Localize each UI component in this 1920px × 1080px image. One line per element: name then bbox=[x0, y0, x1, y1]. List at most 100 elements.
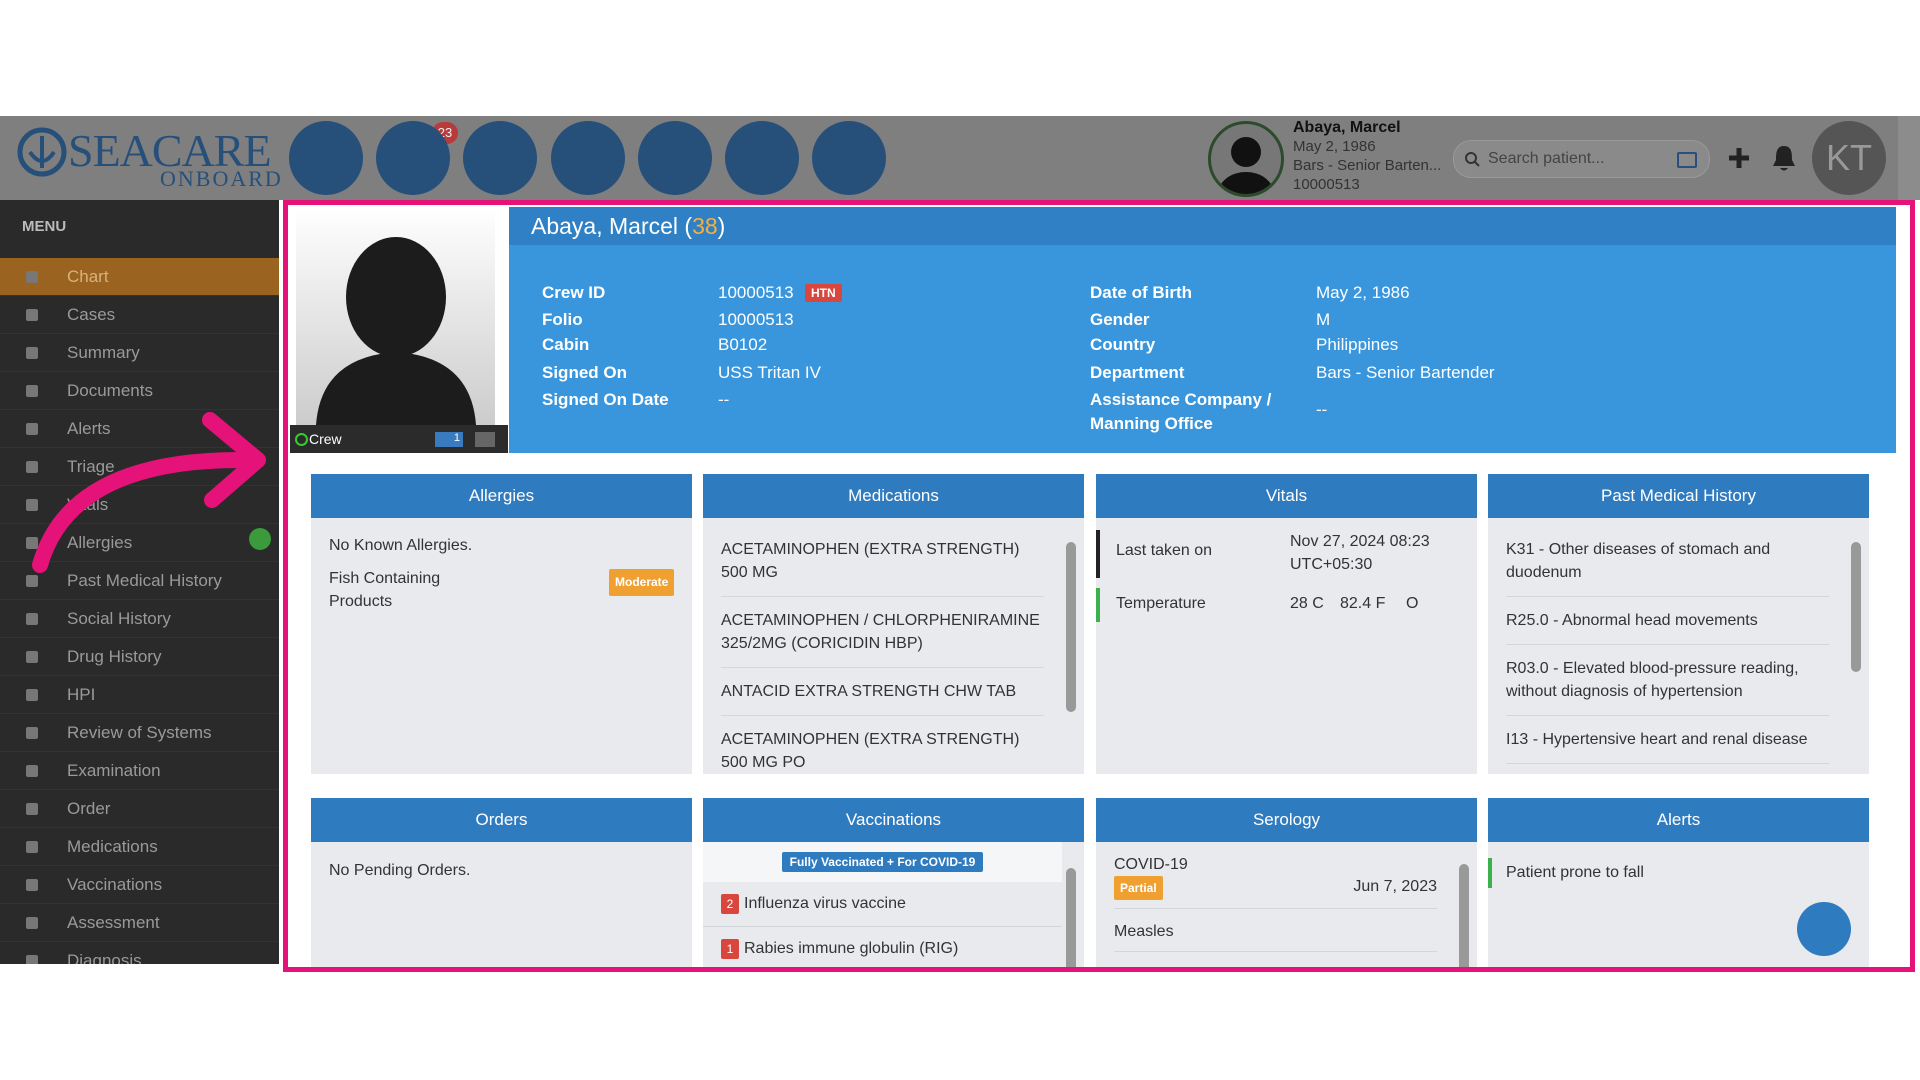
field-value: Philippines bbox=[1316, 335, 1399, 354]
menu-item[interactable]: Diagnosis bbox=[0, 942, 279, 964]
menu-item[interactable]: Review of Systems bbox=[0, 714, 279, 752]
menu-item[interactable]: Order bbox=[0, 790, 279, 828]
patient-photo bbox=[296, 207, 495, 425]
vital-row: Temperature 28 C 82.4 F O bbox=[1096, 588, 1459, 622]
field-value: -- bbox=[718, 390, 730, 409]
menu-label: Social History bbox=[67, 609, 171, 628]
search-icon bbox=[1465, 152, 1480, 167]
nav-icon[interactable] bbox=[376, 121, 450, 195]
note: No Pending Orders. bbox=[329, 862, 471, 879]
nav-icon[interactable] bbox=[812, 121, 886, 195]
medication: ACETAMINOPHEN (EXTRA STRENGTH) 500 MG bbox=[721, 526, 1044, 597]
menu-item[interactable]: Alerts bbox=[0, 410, 279, 448]
field-label: Folio bbox=[542, 310, 583, 329]
pointer-arrow bbox=[32, 412, 266, 573]
medication: ANTACID EXTRA STRENGTH CHW TAB bbox=[721, 668, 1044, 716]
photo-badge[interactable]: 1 bbox=[435, 432, 463, 447]
photo-silhouette bbox=[316, 237, 476, 425]
field-value: M bbox=[1316, 310, 1331, 329]
allergy-name: Fish Containing Products bbox=[329, 570, 441, 610]
nav-icon[interactable] bbox=[638, 121, 712, 195]
menu-label: HPI bbox=[67, 685, 96, 704]
menu-item[interactable]: Triage bbox=[0, 448, 279, 486]
card-body: COVID-19 Partial Jun 7, 2023 Measles bbox=[1096, 842, 1477, 967]
field-label: Signed On bbox=[542, 363, 627, 382]
menu-icon bbox=[26, 613, 38, 625]
add-alert[interactable] bbox=[1797, 902, 1851, 956]
serology-date: Jun 7, 2023 bbox=[1353, 878, 1437, 895]
patient-id: 10000513 bbox=[1293, 176, 1360, 193]
menu-icon bbox=[26, 955, 38, 964]
menu-label: Vaccinations bbox=[67, 875, 163, 894]
menu-icon bbox=[26, 347, 38, 359]
menu-item[interactable]: Documents bbox=[0, 372, 279, 410]
menu-title: MENU bbox=[22, 218, 67, 235]
add-button[interactable] bbox=[1727, 146, 1751, 170]
menu-label: Review of Systems bbox=[67, 723, 212, 742]
menu-item[interactable]: Vaccinations bbox=[0, 866, 279, 904]
history-item: K31 - Other diseases of stomach and duod… bbox=[1506, 526, 1829, 597]
card-header: Vitals bbox=[1096, 474, 1477, 518]
card-header: Orders bbox=[311, 798, 692, 842]
menu-item[interactable]: Examination bbox=[0, 752, 279, 790]
menu-item[interactable]: Summary bbox=[0, 334, 279, 372]
vaccine-count: 2 bbox=[721, 894, 739, 914]
nav-icon[interactable] bbox=[725, 121, 799, 195]
field-label: Assistance Company / Manning Office bbox=[1090, 390, 1272, 433]
menu-item[interactable]: Chart bbox=[0, 258, 279, 296]
field-value: B0102 bbox=[718, 335, 768, 354]
menu-icon bbox=[26, 879, 38, 891]
user-avatar[interactable]: KT bbox=[1812, 121, 1886, 195]
menu-item[interactable]: Social History bbox=[0, 600, 279, 638]
field-value: -- bbox=[1316, 400, 1328, 419]
nav-icon[interactable] bbox=[289, 121, 363, 195]
card-header: Vaccinations bbox=[703, 798, 1084, 842]
card-body: Patient prone to fall bbox=[1488, 842, 1869, 967]
menu-item[interactable]: Assessment bbox=[0, 904, 279, 942]
search-box[interactable]: Search patient... bbox=[1453, 140, 1710, 178]
menu-label: Allergies bbox=[67, 533, 133, 552]
field-value: Bars - Senior Bartender bbox=[1316, 363, 1495, 382]
scroll-track bbox=[1851, 542, 1861, 672]
medication: ACETAMINOPHEN (EXTRA STRENGTH) 500 MG PO bbox=[721, 716, 1044, 774]
menu-item[interactable]: Past Medical History bbox=[0, 562, 279, 600]
menu-icon bbox=[26, 689, 38, 701]
photo-bar: Crew 1 bbox=[290, 425, 508, 453]
menu-item[interactable]: Drug History bbox=[0, 638, 279, 676]
nav-icon[interactable] bbox=[551, 121, 625, 195]
severity: Moderate bbox=[609, 569, 675, 596]
tag: HTN bbox=[805, 284, 842, 302]
menu-item[interactable]: HPI bbox=[0, 676, 279, 714]
menu-item[interactable]: Cases bbox=[0, 296, 279, 334]
nav-icon[interactable] bbox=[463, 121, 537, 195]
menu-label: Drug History bbox=[67, 647, 162, 666]
attach-button[interactable] bbox=[475, 432, 495, 447]
patient-header: Abaya, Marcel (38) Crew ID 10000513 HTN Fol… bbox=[509, 207, 1896, 453]
menu-item[interactable]: Allergies bbox=[0, 524, 279, 562]
card-header: Allergies bbox=[311, 474, 692, 518]
card-icon bbox=[1677, 152, 1697, 168]
field-label: Crew ID bbox=[542, 283, 606, 302]
highlight-frame: Crew 1 Abaya, Marcel (38) Crew ID 1000051… bbox=[283, 200, 1915, 972]
history-item: R03.0 - Elevated blood-pressure reading,… bbox=[1506, 645, 1829, 716]
menu-item[interactable]: Medications bbox=[0, 828, 279, 866]
paren: ( bbox=[684, 213, 693, 239]
notifications[interactable] bbox=[1771, 144, 1797, 172]
card-body: No Pending Orders. bbox=[311, 842, 692, 967]
menu-label: Triage bbox=[67, 457, 115, 476]
check-icon bbox=[249, 528, 271, 550]
patient-summary[interactable]: Abaya, Marcel May 2, 1986 Bars - Senior … bbox=[1293, 118, 1441, 194]
search-placeholder: Search patient... bbox=[1488, 150, 1605, 167]
menu-label: Diagnosis bbox=[67, 951, 142, 964]
card-header: Medications bbox=[703, 474, 1084, 518]
name: Abaya, Marcel bbox=[531, 213, 679, 239]
menu-icon bbox=[26, 803, 38, 815]
field-value: 10000513 bbox=[718, 283, 794, 302]
photo-label: Crew bbox=[309, 431, 342, 447]
patient-name: Abaya, Marcel bbox=[1293, 119, 1401, 136]
card-body: K31 - Other diseases of stomach and duod… bbox=[1488, 518, 1869, 774]
menu-icon bbox=[26, 765, 38, 777]
patient-avatar[interactable] bbox=[1208, 121, 1284, 197]
menu-label: Past Medical History bbox=[67, 571, 222, 590]
